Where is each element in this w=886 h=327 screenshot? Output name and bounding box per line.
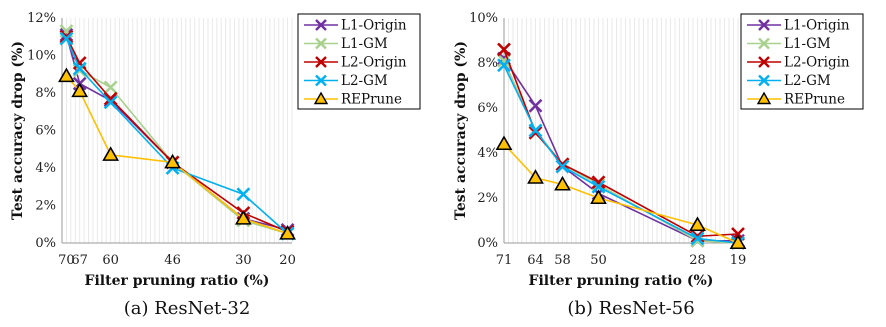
data-point [71,82,89,98]
y-tick-label: 12% [27,11,56,26]
y-tick-label: 0% [35,236,56,251]
data-point [497,58,511,73]
series-line [503,64,739,244]
data-point [234,210,252,225]
series-reprune [495,135,747,250]
legend: L1-Origin L1-GM L2-Origin L2-GM REPrune [297,13,421,110]
legend-marker [315,56,327,68]
y-tick-label: 6% [35,124,56,139]
legend-label: L1-Origin [784,18,850,34]
gridlines [61,18,293,243]
legend-marker [758,74,770,87]
data-point [690,231,705,246]
y-axis-label: Test accuracy drop (%) [10,41,26,220]
y-tick-label: 4% [477,146,498,161]
legend-marker [315,74,327,87]
chart-2: 0% 2% 4% 6% 8% 10% 71 64 58 50 28 19 Filter pruning … [453,11,864,319]
x-tick-label: 67 [71,253,88,268]
data-point [59,31,74,46]
x-tick-label: 19 [730,253,747,268]
data-point [497,53,511,68]
legend-label: REPrune [341,92,402,108]
data-point [59,27,74,42]
x-tick-label: 50 [590,253,607,268]
legend-label: L2-GM [341,73,388,89]
legend-marker [313,91,329,105]
series-reprune [58,67,296,240]
data-point [729,234,747,250]
y-tick-label: 0% [477,236,498,251]
series-line [503,143,739,244]
legend: L1-Origin L1-GM L2-Origin L2-GM REPrune [740,13,864,110]
legend-label: REPrune [784,92,845,108]
data-point [236,187,251,202]
y-axis-label: Test accuracy drop (%) [453,41,469,220]
data-point [58,67,75,83]
legend-label: L1-GM [784,36,831,52]
legend-marker [756,91,772,105]
x-tick-label: 46 [164,253,181,268]
series-line [65,36,288,233]
y-tick-label: 8% [35,86,56,101]
data-point [164,153,181,169]
data-point [59,29,74,44]
data-point [555,159,570,174]
legend-marker [315,37,327,50]
x-tick-label: 28 [689,253,706,268]
data-point [690,229,705,244]
data-point [103,93,118,108]
x-tick-label: 64 [527,253,544,268]
legend-marker [758,56,770,68]
chart-caption: (b) ResNet-56 [567,298,694,319]
data-point [528,123,543,138]
legend-marker [315,19,327,31]
chart-caption: (a) ResNet-32 [124,298,251,319]
data-point [72,61,87,76]
data-point [528,98,543,113]
legend-marker [758,19,770,31]
y-tick-label: 2% [477,191,498,206]
y-tick-label: 2% [35,199,56,214]
data-point [103,80,118,95]
legend-label: L2-Origin [341,55,407,71]
data-point [103,95,118,110]
data-point [497,42,511,57]
y-tick-label: 10% [469,11,498,26]
legend-label: L1-GM [341,36,388,52]
legend-label: L2-GM [784,73,831,89]
y-tick-label: 6% [477,101,498,116]
x-tick-label: 70 [58,253,75,268]
x-tick-label: 58 [554,253,571,268]
x-tick-label: 60 [102,253,119,268]
x-tick-label: 71 [496,253,513,268]
legend-label: L1-Origin [341,18,407,34]
data-point [689,216,706,232]
data-point [527,169,544,184]
data-point [591,175,606,190]
legend-marker [758,37,770,50]
data-point [102,146,120,161]
x-tick-label: 30 [235,253,252,268]
data-point [554,175,571,191]
data-point [590,189,607,205]
y-tick-label: 8% [477,56,498,71]
data-point [279,225,296,240]
data-point [495,135,513,151]
x-axis-label: Filter pruning ratio (%) [85,273,270,289]
y-tick-label: 10% [27,49,56,64]
x-axis-label: Filter pruning ratio (%) [529,273,714,289]
legend-label: L2-Origin [784,55,850,71]
data-point [591,179,606,194]
data-point [103,91,118,106]
x-tick-label: 20 [279,253,296,268]
y-tick-label: 4% [35,161,56,176]
series-line [65,38,289,235]
gridlines [503,18,739,243]
